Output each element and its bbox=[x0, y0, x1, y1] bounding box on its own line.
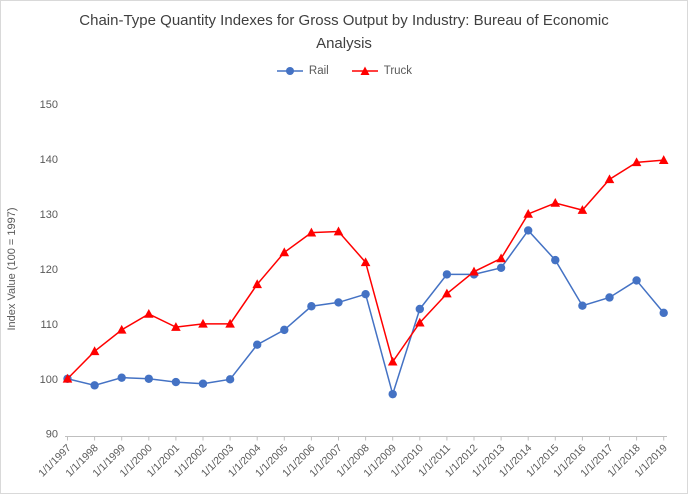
truck-data-marker bbox=[333, 226, 344, 236]
rail-data-marker bbox=[659, 308, 668, 318]
truck-data-marker bbox=[604, 174, 615, 184]
legend-item-rail: Rail bbox=[276, 65, 329, 77]
chart-title: Chain-Type Quantity Indexes for Gross Ou… bbox=[79, 12, 609, 53]
rail-data-marker bbox=[225, 375, 235, 384]
rail-data-marker bbox=[632, 276, 641, 285]
rail-data-marker bbox=[144, 374, 153, 383]
truck-data-marker bbox=[523, 208, 533, 218]
rail-data-marker bbox=[117, 373, 126, 382]
y-axis-tick-label: 100 bbox=[40, 374, 58, 386]
rail-data-marker bbox=[90, 381, 99, 390]
truck-data-marker bbox=[631, 157, 642, 167]
rail-data-marker bbox=[198, 379, 208, 388]
y-axis-tick-label: 140 bbox=[40, 154, 58, 166]
truck-data-marker bbox=[116, 324, 127, 334]
rail-data-marker bbox=[334, 298, 343, 307]
truck-data-marker bbox=[89, 346, 100, 356]
legend-label-rail: Rail bbox=[308, 65, 329, 77]
rail-data-marker bbox=[442, 270, 452, 279]
rail-data-marker bbox=[388, 389, 397, 399]
rail-data-marker bbox=[551, 255, 560, 265]
truck-data-marker bbox=[198, 318, 208, 328]
y-axis-tick-label: 120 bbox=[40, 264, 58, 276]
truck-data-marker bbox=[577, 205, 588, 214]
truck-data-marker bbox=[496, 253, 506, 263]
legend-item-truck: Truck bbox=[351, 65, 412, 77]
rail-data-marker bbox=[253, 340, 262, 349]
rail-data-marker bbox=[171, 377, 181, 387]
truck-data-marker bbox=[469, 266, 479, 276]
y-axis-tick-label: 130 bbox=[40, 209, 58, 221]
y-axis-title: Index Value (100 = 1997) bbox=[6, 207, 18, 330]
truck-data-marker bbox=[306, 227, 317, 237]
truck-data-marker bbox=[442, 288, 452, 298]
chart-legend: Rail Truck bbox=[1, 65, 687, 77]
truck-data-marker bbox=[387, 356, 398, 366]
truck-legend-marker-icon bbox=[360, 66, 370, 75]
truck-data-marker bbox=[658, 155, 669, 164]
rail-data-marker bbox=[496, 263, 506, 273]
truck-data-marker bbox=[225, 318, 235, 328]
rail-series-line bbox=[67, 229, 665, 397]
truck-data-marker bbox=[360, 257, 371, 267]
y-axis-tick-label: 90 bbox=[46, 429, 58, 441]
truck-data-marker bbox=[279, 247, 290, 257]
y-axis-tick-label: 110 bbox=[40, 319, 58, 331]
rail-legend-marker-icon bbox=[285, 67, 294, 75]
y-axis-tick-label: 150 bbox=[40, 99, 58, 111]
truck-legend-swatch bbox=[351, 66, 378, 75]
truck-data-marker bbox=[252, 279, 262, 289]
legend-label-truck: Truck bbox=[383, 65, 413, 77]
rail-data-marker bbox=[524, 226, 533, 235]
rail-data-marker bbox=[361, 289, 370, 299]
truck-data-marker bbox=[415, 317, 425, 327]
rail-data-marker bbox=[415, 304, 424, 314]
truck-series-line bbox=[66, 159, 664, 380]
truck-data-marker bbox=[62, 373, 73, 383]
truck-data-marker bbox=[171, 322, 181, 331]
rail-data-marker bbox=[605, 293, 614, 302]
rail-legend-swatch bbox=[276, 67, 303, 75]
truck-data-marker bbox=[550, 197, 561, 207]
rail-data-marker bbox=[280, 325, 289, 335]
rail-data-marker bbox=[307, 302, 316, 311]
rail-data-marker bbox=[578, 301, 587, 310]
truck-data-marker bbox=[144, 308, 154, 318]
